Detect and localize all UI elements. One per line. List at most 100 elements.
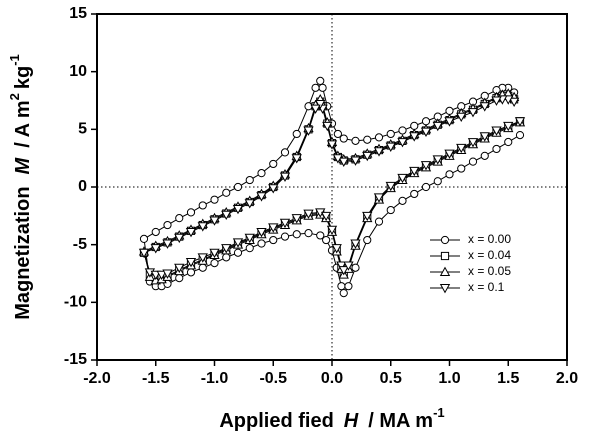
point [245, 244, 254, 253]
point [311, 83, 320, 92]
point [256, 192, 267, 202]
point [257, 239, 266, 248]
point [503, 121, 514, 132]
point [398, 126, 407, 135]
series-line [143, 98, 521, 276]
point [432, 155, 443, 165]
point [386, 205, 395, 215]
plot-frame [96, 13, 568, 361]
point [508, 97, 520, 108]
point [186, 208, 196, 217]
x-label-text: Applied fied [219, 410, 333, 432]
y-label-unit: / A m [12, 100, 34, 147]
point [269, 235, 278, 245]
point [310, 104, 321, 114]
point [374, 133, 384, 142]
point [398, 196, 407, 205]
x-label-exp: -1 [433, 405, 445, 420]
point [336, 261, 347, 271]
point [221, 210, 232, 221]
point [175, 214, 184, 223]
point [245, 175, 254, 185]
legend-label: x = 0.00 [468, 232, 511, 246]
point [185, 258, 197, 268]
point [468, 157, 478, 166]
point [156, 270, 167, 281]
x-tick-label: -1.5 [142, 370, 170, 387]
point [337, 282, 346, 291]
point [233, 248, 243, 257]
point [409, 132, 420, 142]
point [373, 147, 385, 157]
point [514, 117, 526, 127]
point [351, 136, 360, 145]
y-tick-label: -15 [64, 351, 87, 368]
legend-marker [439, 284, 451, 294]
point [279, 172, 291, 182]
point [339, 289, 348, 298]
legend-label: x = 0.04 [468, 248, 511, 262]
x-label-symbol: H [344, 410, 359, 432]
point [467, 108, 479, 118]
point [198, 263, 207, 272]
point [491, 96, 502, 106]
point [322, 121, 333, 132]
point [467, 138, 479, 148]
point [291, 214, 302, 224]
point [151, 227, 160, 237]
legend-marker [439, 266, 451, 276]
x-tick-label: 1.0 [438, 370, 460, 387]
point [315, 100, 326, 110]
point [351, 263, 360, 272]
x-tick-label: 1.5 [497, 370, 519, 387]
point [269, 159, 278, 169]
point [222, 188, 231, 197]
point [292, 129, 301, 139]
point [445, 170, 454, 179]
point [222, 253, 231, 262]
x-label-unit: / MA m [368, 410, 433, 432]
y-tick-label: -10 [64, 294, 87, 311]
point [479, 132, 490, 142]
point [221, 244, 232, 254]
point [386, 129, 395, 139]
point [397, 173, 408, 184]
point [480, 151, 489, 160]
y-tick-label: 5 [78, 121, 87, 138]
point [175, 274, 184, 283]
point [139, 234, 149, 243]
y-label-symbol: M [12, 156, 34, 174]
point [185, 228, 197, 238]
point [457, 164, 466, 173]
point [304, 229, 313, 238]
point [210, 195, 219, 204]
point [445, 106, 454, 115]
point [504, 137, 513, 147]
point [209, 248, 220, 259]
point [162, 239, 173, 249]
point [362, 211, 373, 222]
point [280, 232, 290, 241]
point [420, 127, 432, 137]
point [232, 204, 244, 215]
point [244, 199, 255, 209]
point [385, 181, 396, 192]
point [410, 189, 419, 199]
point [279, 218, 291, 229]
legend-marker [440, 235, 450, 245]
point [257, 169, 266, 178]
y-label-exp1: 2 [7, 93, 22, 100]
point [268, 184, 279, 194]
point [492, 144, 501, 154]
point [318, 83, 327, 92]
point [197, 222, 208, 232]
point [326, 225, 338, 236]
x-tick-label: 0.5 [380, 370, 402, 387]
legend-label: x = 0.05 [468, 264, 511, 278]
y-label-unit2: kg [12, 66, 34, 89]
point [150, 244, 161, 254]
point [344, 282, 353, 291]
y-axis-label: Magnetization M / A m2 kg-1 [7, 54, 34, 320]
point [332, 154, 344, 164]
point [350, 156, 361, 166]
